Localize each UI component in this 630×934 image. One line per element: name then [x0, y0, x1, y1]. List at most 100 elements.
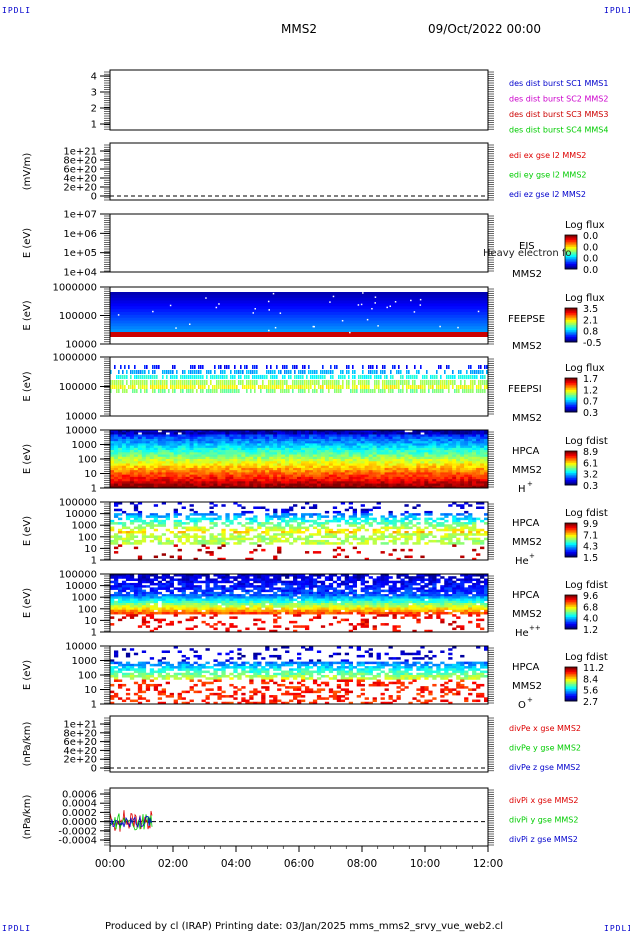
spectrogram-pixel — [456, 517, 461, 521]
spectrogram-pixel — [338, 380, 340, 385]
spectrogram-pixel — [113, 445, 119, 449]
spectrogram-pixel — [428, 452, 433, 455]
spectrogram-pixel — [432, 432, 437, 435]
spectrogram-pixel — [110, 479, 115, 482]
spectrogram-pixel — [396, 385, 398, 389]
spectrogram-pixel — [241, 450, 246, 453]
spectrogram-pixel — [408, 450, 413, 453]
spectrogram-pixel — [478, 385, 480, 389]
spectrogram-pixel — [277, 445, 282, 449]
spectrogram-pixel — [141, 434, 147, 437]
spectrogram-pixel — [237, 542, 242, 545]
spectrogram-pixel — [177, 522, 182, 525]
spectrogram-pixel — [193, 510, 198, 514]
spectrogram-pixel — [225, 519, 230, 523]
spectrogram-pixel — [336, 524, 342, 527]
spectrogram-pixel — [388, 470, 393, 473]
spectrogram-speck — [215, 306, 218, 309]
spectrogram-pixel — [121, 539, 127, 543]
spectrogram-pixel — [281, 508, 286, 512]
spectrogram-pixel — [432, 385, 434, 389]
spectrogram-pixel — [213, 445, 218, 449]
spectrogram-pixel — [133, 467, 139, 471]
spectrogram-pixel — [185, 445, 190, 449]
spectrogram-pixel — [213, 535, 218, 538]
spectrogram-pixel — [300, 456, 306, 460]
spectrogram-pixel — [472, 485, 477, 489]
spectrogram-pixel — [129, 611, 135, 615]
spectrogram-pixel — [229, 436, 234, 440]
spectrogram-pixel — [193, 465, 198, 469]
spectrogram-pixel — [241, 436, 246, 440]
spectrogram-pixel — [249, 463, 254, 466]
spectrogram-pixel — [265, 537, 270, 541]
spectrogram-pixel — [125, 585, 131, 588]
spectrogram-pixel — [420, 535, 425, 538]
spectrogram-pixel — [354, 375, 356, 379]
spectrogram-pixel — [392, 483, 397, 487]
spectrogram-pixel — [213, 459, 218, 462]
spectrogram-pixel — [416, 432, 421, 435]
spectrogram-pixel — [472, 522, 477, 525]
spectrogram-pixel — [282, 365, 284, 369]
spectrogram-pixel — [273, 430, 278, 433]
spectrogram-pixel — [472, 474, 477, 478]
spectrogram-pixel — [416, 533, 421, 536]
spectrogram-pixel — [348, 524, 354, 527]
spectrogram-pixel — [372, 481, 377, 484]
spectrogram-speck — [152, 310, 154, 313]
spectrogram-pixel — [113, 470, 119, 473]
spectrogram-pixel — [382, 380, 384, 385]
spectrogram-pixel — [129, 452, 135, 455]
spectrogram-pixel — [145, 443, 151, 446]
spectrogram-pixel — [280, 385, 282, 389]
spectrogram-pixel — [348, 447, 354, 451]
spectrogram-pixel — [324, 515, 330, 518]
spectrogram-pixel — [440, 375, 442, 379]
spectrogram-pixel — [169, 432, 174, 435]
spectrogram-pixel — [332, 510, 338, 514]
spectrogram-pixel — [113, 578, 119, 581]
spectrogram-speck — [439, 325, 441, 328]
spectrogram-pixel — [160, 385, 162, 389]
spectrogram-pixel — [229, 441, 234, 444]
spectrogram-pixel — [476, 445, 481, 449]
spectrogram-pixel — [400, 370, 402, 374]
spectrogram-pixel — [390, 389, 392, 393]
spectrogram-pixel — [474, 370, 476, 374]
spectrogram-pixel — [312, 430, 318, 433]
spectrogram-pixel — [213, 476, 218, 480]
spectrogram-pixel — [436, 456, 441, 460]
spectrogram-pixel — [241, 483, 246, 487]
spectrogram-pixel — [289, 436, 294, 440]
spectrogram-pixel — [297, 436, 302, 440]
spectrogram-pixel — [440, 456, 445, 460]
spectrogram-pixel — [281, 463, 286, 466]
spectrogram-pixel — [277, 463, 282, 466]
spectrogram-pixel — [217, 539, 222, 543]
spectrogram-pixel — [293, 519, 298, 523]
spectrogram-pixel — [464, 485, 469, 489]
spectrogram-pixel — [384, 535, 389, 538]
spectrogram-pixel — [237, 531, 242, 534]
spectrogram-pixel — [193, 533, 198, 536]
spectrogram-pixel — [242, 385, 244, 389]
spectrogram-pixel — [245, 461, 250, 464]
spectrogram-pixel — [285, 432, 290, 435]
spectrogram-pixel — [310, 375, 312, 379]
corner-label-bottom-right: IPDLI — [604, 924, 630, 933]
spectrogram-pixel — [452, 443, 457, 446]
spectrogram-pixel — [384, 438, 389, 442]
spectrogram-pixel — [440, 483, 445, 487]
spectrogram-pixel — [320, 454, 326, 458]
spectrogram-pixel — [261, 459, 266, 462]
spectrogram-pixel — [172, 389, 174, 393]
spectrogram-pixel — [448, 481, 453, 484]
spectrogram-pixel — [149, 607, 155, 610]
spectrogram-pixel — [253, 485, 258, 489]
spectrogram-pixel — [281, 483, 286, 487]
spectrogram-pixel — [297, 528, 302, 532]
spectrogram-pixel — [392, 430, 397, 433]
spectrogram-pixel — [364, 380, 366, 385]
spectrogram-pixel — [113, 513, 119, 516]
